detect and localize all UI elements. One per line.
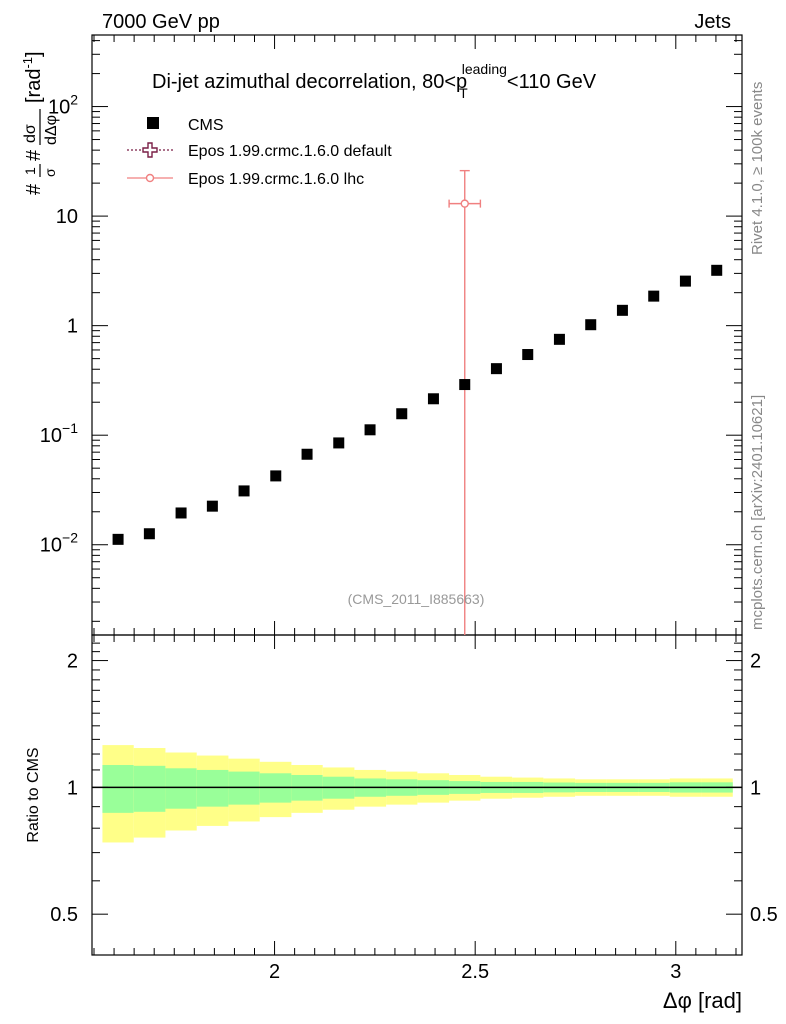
legend-cms-label: CMS <box>188 117 224 134</box>
cms-point <box>364 424 376 436</box>
cms-point <box>112 533 124 545</box>
ratio-tick-label-left: 0.5 <box>50 904 78 926</box>
legend-epos-lhc-label: Epos 1.99.crmc.1.6.0 lhc <box>188 171 364 188</box>
header-right-label: Jets <box>694 11 731 33</box>
cms-point <box>143 528 155 540</box>
chart-title: Di-jet azimuthal decorrelation, 80<pTlea… <box>152 61 597 101</box>
ratio-uncertainty-bands <box>102 745 733 843</box>
ratio-tick-label-right: 1 <box>750 777 761 799</box>
svg-text:#: # <box>23 149 45 161</box>
cms-point <box>301 448 313 460</box>
epos-lhc-series <box>448 169 482 635</box>
cms-point <box>679 275 691 287</box>
cms-point <box>522 349 534 361</box>
ratio-tick-label-left: 2 <box>67 651 78 673</box>
x-tick-label: 2.5 <box>461 961 489 983</box>
x-tick-label: 2 <box>269 961 280 983</box>
axis-tick-labels: 2 2.5 3 10−2 10−1 1 10 102 0.5 0.5 1 1 2 2 <box>40 92 778 983</box>
ratio-band-inner <box>133 765 166 812</box>
svg-text:#: # <box>23 183 45 195</box>
cms-point <box>427 393 439 405</box>
cms-point <box>270 470 282 482</box>
ratio-tick-label-right: 2 <box>750 651 761 673</box>
y-tick-label: 10−1 <box>40 420 78 447</box>
rivet-label: Rivet 4.1.0, ≥ 100k events <box>749 82 766 255</box>
cms-point <box>648 290 660 302</box>
cms-point <box>396 408 408 420</box>
cms-series <box>112 264 723 545</box>
x-axis-label: Δφ [rad] <box>663 988 742 1013</box>
legend-epos-default-label: Epos 1.99.crmc.1.6.0 default <box>188 143 392 160</box>
cms-point <box>206 500 218 512</box>
cms-point <box>585 319 597 331</box>
y-axis-label: # 1 σ # dσ dΔφ [rad-1] <box>20 51 60 195</box>
svg-text:dσ: dσ <box>22 124 39 143</box>
x-tick-label: 3 <box>670 961 681 983</box>
ratio-plot-frame <box>91 634 743 956</box>
legend: CMS Epos 1.99.crmc.1.6.0 default Epos 1.… <box>127 117 392 188</box>
legend-epos-lhc-marker <box>145 173 155 183</box>
legend-epos-default-marker <box>142 142 158 158</box>
cms-point <box>616 304 628 316</box>
mcplots-label: mcplots.cern.ch [arXiv:2401.10621] <box>749 395 766 630</box>
svg-text:1: 1 <box>22 167 38 175</box>
cms-point <box>711 264 723 276</box>
epos-lhc-point <box>460 199 469 208</box>
header-left-label: 7000 GeV pp <box>102 11 220 33</box>
cms-point <box>553 333 565 345</box>
cms-point <box>459 379 471 391</box>
ratio-band-inner <box>102 765 134 813</box>
y-tick-label: 102 <box>48 92 78 119</box>
ratio-y-axis-label: Ratio to CMS <box>25 747 42 842</box>
legend-cms-marker <box>147 117 159 129</box>
cms-point <box>175 507 187 519</box>
cms-point <box>238 485 250 497</box>
svg-text:[rad-1]: [rad-1] <box>20 51 45 103</box>
ratio-band-inner <box>196 769 229 807</box>
y-tick-label: 10−2 <box>40 530 78 557</box>
cms-point <box>333 437 345 449</box>
svg-text:dΔφ: dΔφ <box>43 115 60 145</box>
y-tick-label: 1 <box>67 316 78 338</box>
ratio-tick-label-left: 1 <box>67 777 78 799</box>
ratio-tick-label-right: 0.5 <box>750 904 778 926</box>
axis-ticks <box>92 35 742 955</box>
svg-text:σ: σ <box>42 168 58 177</box>
analysis-id: (CMS_2011_I885663) <box>348 591 485 607</box>
y-tick-label: 10 <box>56 206 78 228</box>
cms-point <box>490 363 502 375</box>
ratio-band-inner <box>165 768 197 809</box>
